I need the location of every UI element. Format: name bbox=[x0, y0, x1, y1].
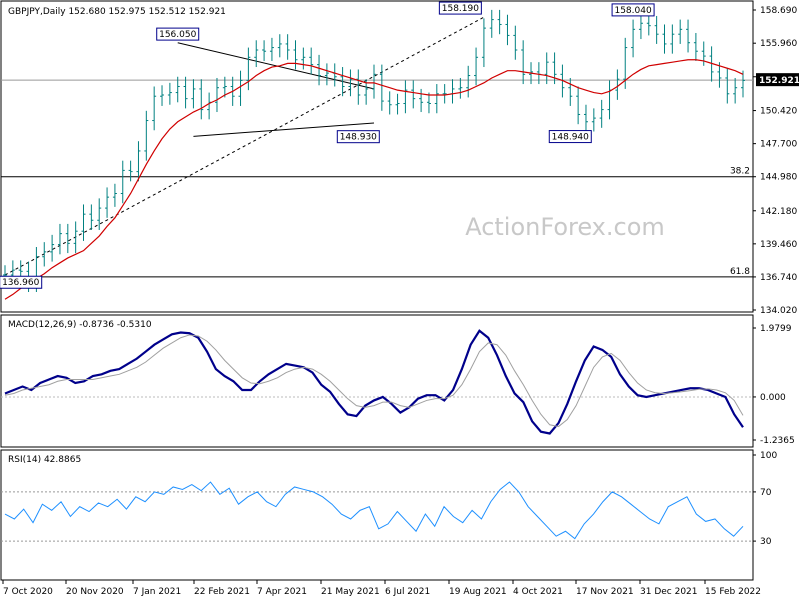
sma-line bbox=[4, 59, 744, 300]
x-tick-label: 21 May 2021 bbox=[321, 587, 380, 597]
fib-level-label: 38.2 bbox=[730, 167, 750, 177]
x-tick-label: 7 Apr 2021 bbox=[257, 587, 307, 597]
macd-signal-line bbox=[4, 334, 744, 428]
price-annotation-box bbox=[438, 1, 482, 15]
price-title: GBPJPY,Daily 152.680 152.975 152.512 152… bbox=[8, 7, 226, 17]
rsi-y-tick-label: 100 bbox=[760, 451, 777, 461]
y-tick-label: 144.980 bbox=[760, 173, 797, 183]
rsi-frame bbox=[0, 449, 754, 581]
trend-line bbox=[193, 122, 375, 137]
macd-panel: MACD(12,26,9) -0.8736 -0.5310 1.9799 0.000… bbox=[1, 320, 795, 446]
rsi-y-tick-label: 30 bbox=[760, 537, 772, 547]
price-annotation-label: 148.940 bbox=[552, 133, 589, 143]
price-annotation-box bbox=[156, 27, 200, 41]
x-tick-label: 22 Feb 2021 bbox=[194, 587, 250, 597]
y-tick-label: 134.020 bbox=[760, 306, 797, 316]
price-annotation-label: 158.190 bbox=[442, 4, 479, 14]
y-tick-label: 150.420 bbox=[760, 107, 797, 117]
rsi-y-tick-label: 70 bbox=[760, 488, 772, 498]
macd-y-tick-label: 1.9799 bbox=[760, 324, 792, 334]
price-frame bbox=[0, 0, 754, 313]
y-tick-label: 136.740 bbox=[760, 273, 797, 283]
price-annotation-box bbox=[548, 130, 592, 144]
x-tick-label: 6 Jul 2021 bbox=[385, 587, 430, 597]
price-annotation-label: 136.960 bbox=[2, 278, 39, 288]
y-tick-label: 155.960 bbox=[760, 39, 797, 49]
x-tick-label: 15 Feb 2022 bbox=[705, 587, 761, 597]
x-tick-label: 7 Oct 2020 bbox=[3, 587, 53, 597]
x-tick-label: 31 Dec 2021 bbox=[640, 587, 698, 597]
last-price-badge bbox=[756, 73, 799, 87]
trend-line bbox=[4, 16, 485, 276]
y-tick-label: 158.690 bbox=[760, 6, 797, 16]
macd-y-tick-label: 0.000 bbox=[760, 393, 786, 403]
x-tick-label: 19 Aug 2021 bbox=[449, 587, 507, 597]
rsi-panel: RSI(14) 42.8865 100 70 30 bbox=[1, 451, 777, 547]
x-tick-label: 17 Nov 2021 bbox=[576, 587, 634, 597]
y-tick-label: 139.460 bbox=[760, 240, 797, 250]
macd-title: MACD(12,26,9) -0.8736 -0.5310 bbox=[8, 320, 152, 330]
panel-frames bbox=[0, 0, 754, 581]
last-price-value: 152.921 bbox=[759, 76, 800, 86]
x-tick-label: 20 Nov 2020 bbox=[66, 587, 124, 597]
price-annotation-label: 148.930 bbox=[340, 133, 377, 143]
y-tick-label: 147.700 bbox=[760, 140, 797, 150]
price-annotation-label: 156.050 bbox=[159, 30, 196, 40]
x-axis: 7 Oct 2020 20 Nov 2020 7 Jan 2021 22 Feb 20… bbox=[2, 580, 761, 597]
price-annotation-label: 158.040 bbox=[614, 6, 651, 16]
x-tick-label: 4 Oct 2021 bbox=[513, 587, 563, 597]
macd-y-tick-label: -1.2365 bbox=[760, 436, 795, 446]
fib-level-label: 61.8 bbox=[730, 267, 750, 277]
rsi-line bbox=[4, 481, 744, 540]
watermark-text: ActionForex.com bbox=[465, 213, 665, 241]
price-annotation-box bbox=[0, 275, 43, 289]
trend-line bbox=[177, 42, 375, 90]
rsi-title: RSI(14) 42.8865 bbox=[8, 455, 81, 465]
macd-frame bbox=[0, 314, 754, 448]
macd-line bbox=[4, 329, 744, 435]
price-panel: ActionForex.com GBPJPY,Daily 152.680 152.… bbox=[0, 1, 800, 316]
price-annotation-box bbox=[336, 130, 380, 144]
y-tick-label: 142.180 bbox=[760, 207, 797, 217]
x-tick-label: 7 Jan 2021 bbox=[133, 587, 181, 597]
price-annotation-box bbox=[611, 3, 655, 17]
